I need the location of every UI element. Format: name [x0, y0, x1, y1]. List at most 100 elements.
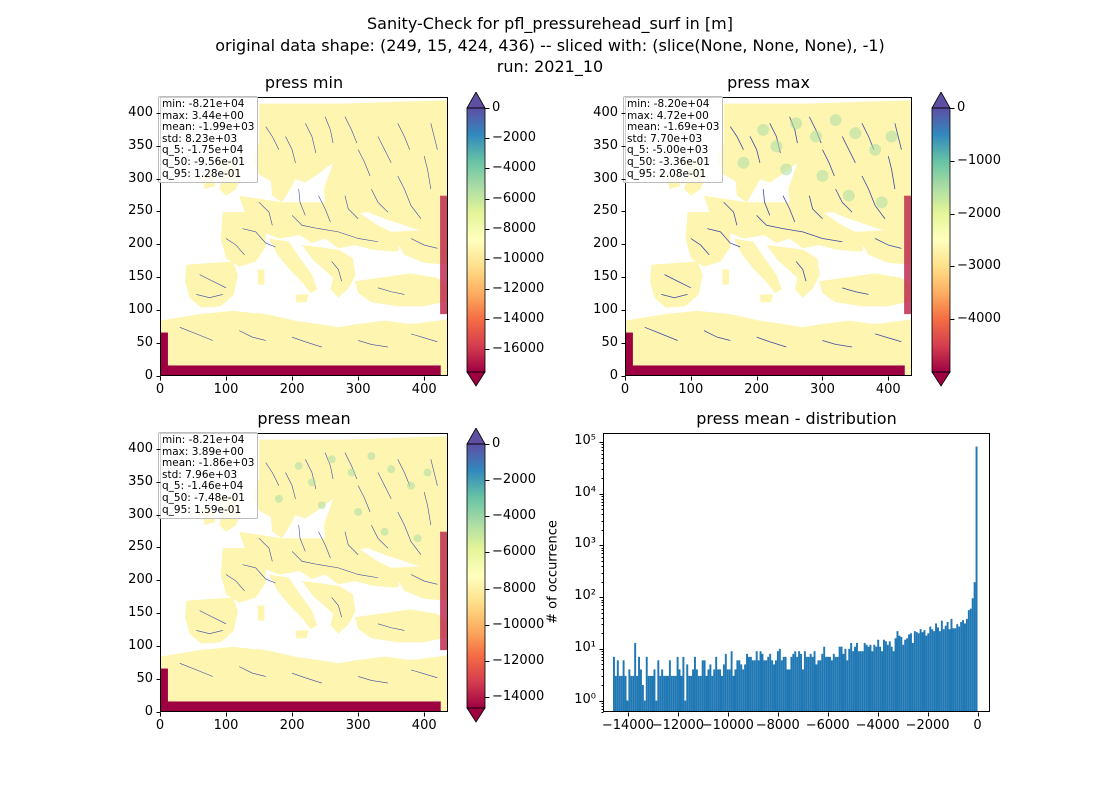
- histogram-bar: [692, 669, 694, 712]
- histogram-bar: [666, 675, 669, 712]
- y-tick-mark: [621, 112, 626, 114]
- colorbar-press-max: [931, 92, 951, 387]
- y-tick-label: 50: [136, 671, 153, 687]
- colorbar-extend-min: [466, 707, 486, 723]
- river-line: [371, 188, 389, 213]
- x-tick-mark: [756, 376, 758, 381]
- wet-area: [809, 130, 822, 143]
- y-minor-tick: [601, 702, 604, 704]
- histogram-bar: [919, 629, 922, 712]
- land-region: [185, 597, 238, 644]
- histogram-bar: [850, 642, 853, 712]
- river-line: [397, 459, 410, 486]
- histogram-bar: [713, 669, 716, 712]
- histogram-bar: [962, 620, 965, 712]
- histogram-bar: [657, 660, 660, 712]
- histogram-bar: [742, 669, 745, 712]
- histogram-bar: [720, 675, 723, 712]
- land-region: [650, 261, 703, 308]
- river-line: [430, 459, 438, 486]
- histogram-bar: [842, 653, 845, 712]
- heatmap-press-min: [160, 97, 448, 376]
- histogram-bar: [734, 669, 737, 712]
- y-minor-tick: [601, 453, 604, 455]
- x-tick-label: −12000: [651, 718, 705, 733]
- x-tick-mark: [877, 712, 879, 717]
- y-tick-label: 200: [593, 236, 618, 252]
- histogram-bar: [693, 656, 696, 712]
- histogram-bar: [794, 651, 797, 712]
- river-line: [357, 485, 371, 513]
- histogram-bar: [873, 644, 876, 712]
- histogram-bar: [829, 656, 831, 712]
- colorbar-tick-mark: [485, 660, 490, 662]
- histogram-bar: [699, 675, 702, 712]
- y-minor-tick: [601, 447, 604, 449]
- histogram-bar: [900, 636, 903, 712]
- x-tick-mark: [160, 376, 161, 381]
- river-line: [331, 597, 342, 618]
- land-region: [625, 310, 912, 376]
- histogram-ylabel: # of occurrence: [545, 520, 561, 624]
- y-tick-label: 350: [128, 473, 153, 489]
- histogram-bar: [746, 653, 748, 712]
- river-line: [410, 574, 438, 585]
- histogram-bar: [921, 632, 924, 712]
- y-minor-tick: [601, 509, 604, 511]
- river-line: [397, 511, 422, 555]
- y-minor-tick: [601, 501, 604, 503]
- y-tick-mark: [156, 580, 161, 582]
- x-tick-mark: [424, 712, 426, 717]
- colorbar-tick-mark: [485, 697, 490, 699]
- river-line: [835, 188, 853, 213]
- histogram-bar: [670, 675, 673, 712]
- y-minor-tick: [601, 653, 604, 655]
- colorbar-tick-mark: [485, 624, 490, 626]
- colorbar-press-min: [466, 92, 486, 387]
- x-tick-mark: [358, 712, 360, 717]
- y-tick-mark: [621, 277, 626, 279]
- y-tick-mark: [621, 244, 626, 246]
- stat-line: q_5: -1.75e+04: [162, 144, 244, 157]
- y-minor-tick: [601, 547, 604, 549]
- colorbar-tick-mark: [485, 258, 490, 260]
- colorbar-tick-label: −2000: [492, 472, 536, 488]
- y-minor-tick: [601, 608, 604, 610]
- y-minor-tick: [601, 450, 604, 452]
- histogram-bar: [834, 656, 837, 712]
- river-line: [756, 215, 843, 243]
- histogram-bar: [703, 660, 706, 712]
- histogram-bar: [861, 651, 864, 712]
- land-region: [257, 269, 265, 285]
- land-region: [220, 548, 266, 603]
- stat-line: q_95: 2.08e-01: [627, 167, 707, 180]
- histogram-bar: [643, 700, 646, 712]
- y-tick-label: 200: [128, 236, 153, 252]
- river-line: [782, 195, 796, 223]
- river-line: [723, 202, 738, 226]
- river-line: [887, 156, 896, 190]
- y-minor-tick: [601, 675, 604, 677]
- y-tick-label: 100: [128, 638, 153, 654]
- histogram-bar: [938, 631, 941, 712]
- histogram-bar: [967, 610, 970, 712]
- histogram-bar: [898, 635, 901, 712]
- river-line: [644, 326, 678, 341]
- histogram-bar: [705, 675, 708, 712]
- histogram-bar: [825, 656, 828, 712]
- x-tick-mark: [424, 376, 426, 381]
- river-line: [756, 336, 787, 348]
- y-tick-mark: [156, 376, 161, 377]
- histogram-bar: [817, 660, 820, 712]
- y-minor-tick: [601, 505, 604, 507]
- river-line: [822, 149, 835, 177]
- histogram-bar: [840, 646, 843, 712]
- histogram-bar: [856, 642, 858, 712]
- y-tick-mark: [156, 448, 161, 450]
- stat-line: min: -8.20e+04: [627, 98, 710, 110]
- histogram-bar: [886, 644, 889, 712]
- y-tick-mark: [156, 244, 161, 246]
- histogram-bar: [906, 638, 909, 712]
- histogram-bar: [867, 646, 870, 712]
- river-line: [762, 189, 771, 216]
